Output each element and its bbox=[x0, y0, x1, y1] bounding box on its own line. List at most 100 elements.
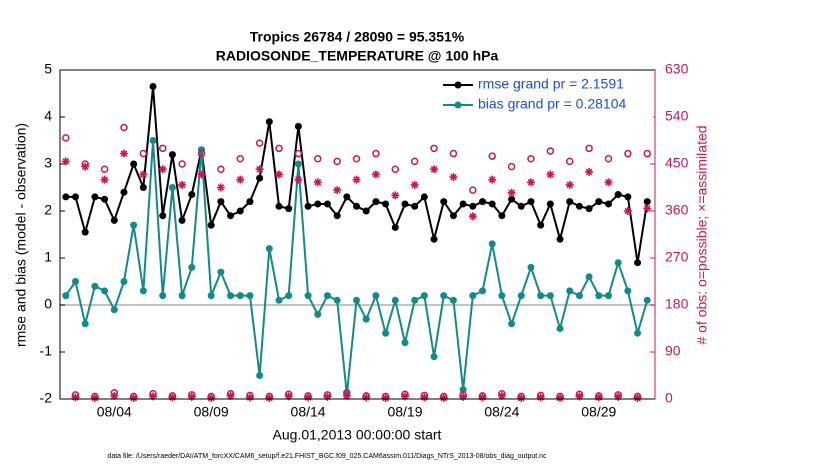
point bbox=[527, 263, 535, 271]
point bbox=[226, 391, 235, 400]
point bbox=[91, 193, 99, 201]
point bbox=[207, 393, 216, 402]
legend-label: rmse grand pr = 2.1591 bbox=[478, 76, 624, 92]
point bbox=[565, 180, 574, 189]
point bbox=[245, 393, 254, 402]
point bbox=[256, 372, 264, 379]
point bbox=[420, 393, 429, 402]
point bbox=[168, 184, 176, 191]
y-tick-label: -2 bbox=[40, 390, 53, 406]
point bbox=[100, 165, 109, 173]
point bbox=[352, 175, 361, 184]
point bbox=[546, 147, 555, 155]
point bbox=[556, 235, 564, 243]
point bbox=[439, 393, 448, 402]
point bbox=[585, 167, 594, 176]
point bbox=[217, 165, 225, 173]
y-tick-label: 3 bbox=[44, 155, 52, 171]
point bbox=[411, 296, 419, 304]
point bbox=[410, 180, 419, 189]
point bbox=[158, 144, 167, 153]
point bbox=[362, 393, 371, 402]
legend-marker bbox=[454, 81, 462, 89]
point bbox=[623, 207, 632, 215]
point bbox=[217, 268, 225, 276]
point bbox=[624, 149, 632, 158]
point bbox=[604, 292, 612, 300]
point bbox=[62, 292, 70, 300]
point bbox=[401, 339, 409, 347]
point bbox=[430, 165, 439, 174]
point bbox=[527, 198, 535, 206]
point bbox=[139, 184, 147, 191]
point bbox=[304, 202, 312, 210]
point bbox=[391, 296, 399, 304]
point bbox=[91, 282, 99, 290]
y-tick-label: 1 bbox=[44, 249, 52, 265]
point bbox=[498, 292, 506, 300]
point bbox=[585, 205, 593, 213]
point bbox=[546, 292, 554, 300]
chart-title: Tropics 26784 / 28090 = 95.351% bbox=[250, 29, 465, 45]
legend-marker bbox=[454, 101, 462, 109]
point bbox=[410, 157, 419, 166]
point bbox=[120, 278, 128, 285]
point bbox=[61, 157, 70, 166]
point bbox=[459, 392, 468, 401]
point bbox=[614, 259, 622, 267]
point bbox=[546, 170, 555, 179]
x-tick-label: 08/24 bbox=[484, 404, 519, 420]
point bbox=[517, 202, 525, 210]
point bbox=[507, 162, 516, 171]
point bbox=[110, 391, 119, 400]
point bbox=[440, 198, 448, 206]
point bbox=[81, 162, 90, 171]
point bbox=[227, 212, 235, 220]
y-tick-label: 2 bbox=[44, 202, 52, 218]
point bbox=[624, 193, 632, 201]
point bbox=[90, 393, 99, 402]
y2-tick-label: 270 bbox=[665, 249, 689, 265]
y-axis-label: rmse and bias (model - observation) bbox=[13, 123, 29, 347]
point bbox=[285, 292, 293, 300]
point bbox=[401, 200, 409, 208]
point bbox=[478, 393, 487, 402]
y2-tick-label: 180 bbox=[665, 296, 689, 312]
point bbox=[537, 292, 545, 300]
point bbox=[449, 149, 458, 158]
x-axis-label: Aug.01,2013 00:00:00 start bbox=[273, 427, 442, 443]
point bbox=[81, 320, 89, 328]
point bbox=[634, 329, 642, 337]
point bbox=[294, 175, 303, 184]
point bbox=[362, 207, 370, 215]
point bbox=[546, 200, 554, 208]
point bbox=[643, 198, 651, 206]
point bbox=[585, 144, 593, 153]
point bbox=[371, 170, 380, 179]
y2-tick-label: 630 bbox=[665, 61, 689, 77]
point bbox=[110, 306, 118, 314]
point bbox=[236, 292, 244, 300]
point bbox=[459, 386, 467, 394]
y2-axis-label: # of obs: o=possible; ×=assimilated bbox=[694, 125, 710, 344]
point bbox=[420, 292, 428, 300]
point bbox=[488, 240, 496, 248]
point bbox=[614, 191, 622, 199]
point bbox=[101, 287, 109, 295]
point bbox=[488, 200, 496, 208]
point bbox=[468, 212, 477, 221]
point bbox=[643, 149, 651, 158]
point bbox=[449, 173, 458, 182]
point bbox=[372, 149, 380, 158]
point bbox=[159, 212, 167, 220]
point bbox=[304, 393, 313, 402]
point bbox=[566, 198, 574, 206]
point bbox=[381, 393, 390, 402]
point bbox=[197, 170, 206, 179]
y-tick-label: 5 bbox=[44, 61, 52, 77]
point bbox=[120, 188, 128, 196]
point bbox=[517, 393, 526, 402]
point bbox=[634, 259, 642, 267]
point bbox=[178, 160, 186, 168]
